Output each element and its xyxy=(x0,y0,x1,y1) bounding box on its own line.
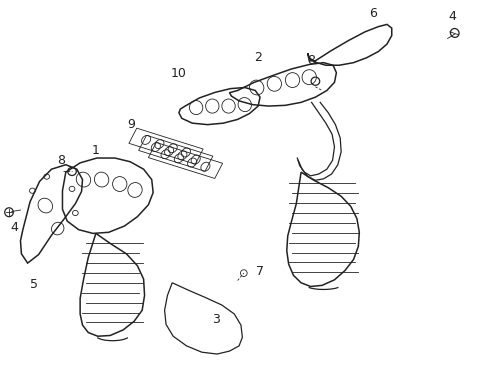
Text: 4: 4 xyxy=(448,10,456,24)
Text: 6: 6 xyxy=(369,7,377,20)
Text: 5: 5 xyxy=(30,278,38,291)
Text: 10: 10 xyxy=(171,67,187,80)
Text: 7: 7 xyxy=(256,265,264,278)
Text: 9: 9 xyxy=(127,118,135,131)
Text: 4: 4 xyxy=(11,221,19,234)
Text: 8: 8 xyxy=(57,154,65,167)
Text: 8: 8 xyxy=(307,54,314,67)
Text: 1: 1 xyxy=(92,144,100,157)
Text: 2: 2 xyxy=(254,51,262,64)
Text: 3: 3 xyxy=(212,313,220,327)
